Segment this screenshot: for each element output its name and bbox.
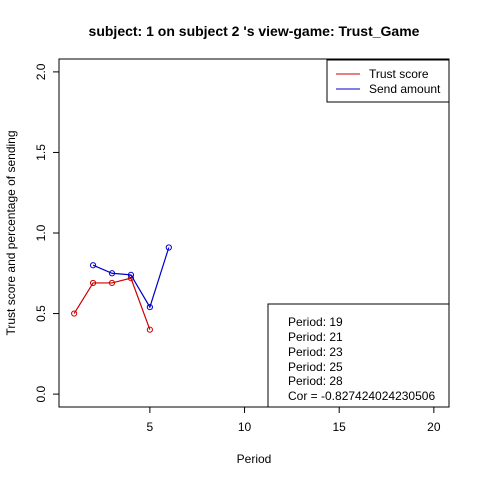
info-line: Period: 25 [288,360,343,374]
info-box-frame [267,303,450,408]
info-line: Period: 23 [288,345,343,359]
info-line: Cor = -0.827424024230506 [288,389,435,403]
y-tick-label: 2.0 [34,63,48,80]
series-line-send-amount [92,247,170,309]
series-layer [71,244,172,333]
data-point-send-amount [127,271,135,278]
data-point-trust-score [108,279,116,287]
info-box: Period: 19 Period: 21 Period: 23 Period:… [267,303,450,408]
legend: Trust score Send amount [326,59,450,103]
legend-label-trust-score: Trust score [369,67,429,81]
data-point-send-amount [89,262,97,269]
y-axis-label: Trust score and percentage of sending [4,130,18,335]
y-tick-label: 1.5 [34,144,48,161]
x-tick-label: 20 [427,420,441,434]
x-axis-label: Period [237,452,272,466]
legend-label-send-amount: Send amount [369,82,441,96]
x-tick-label: 5 [147,420,154,434]
data-point-send-amount [108,270,116,277]
info-line: Period: 19 [288,315,343,329]
chart-title: subject: 1 on subject 2 's view-game: Tr… [89,23,420,39]
y-tick-label: 0.5 [34,305,48,322]
data-point-trust-score [146,326,153,333]
info-line: Period: 21 [288,330,343,344]
x-tick-label: 15 [333,420,347,434]
series-line-trust-score [73,277,151,330]
data-point-trust-score [89,279,97,287]
y-axis: 0.0 0.5 1.0 1.5 2.0 [34,63,60,402]
y-tick-label: 0.0 [34,385,48,402]
y-tick-label: 1.0 [34,224,48,241]
data-point-send-amount [165,244,172,251]
data-point-trust-score [71,310,78,317]
info-line: Period: 28 [288,374,343,388]
data-point-send-amount [146,304,153,311]
x-tick-label: 10 [238,420,252,434]
legend-box [326,59,450,103]
